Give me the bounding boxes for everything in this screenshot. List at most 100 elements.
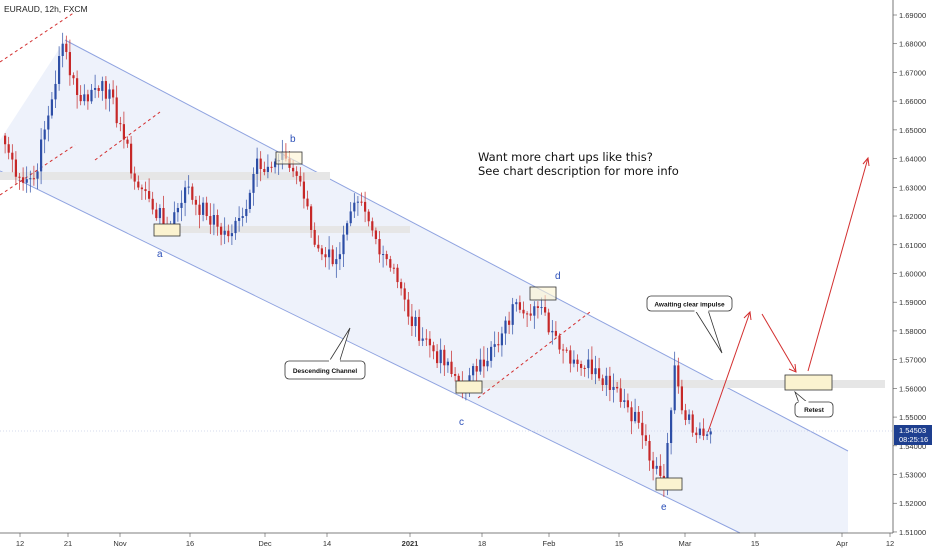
candle-down xyxy=(598,368,601,379)
candle-down xyxy=(659,465,662,476)
price-tick-label: 1.61000 xyxy=(899,241,926,250)
candle-down xyxy=(11,152,14,160)
symbol-title: EURAUD, 12h, FXCM xyxy=(4,4,88,14)
price-tick-label: 1.69000 xyxy=(899,11,926,20)
candle-up xyxy=(54,83,57,100)
candle-down xyxy=(220,226,223,235)
current-price-countdown: 08:25:16 xyxy=(899,435,928,444)
candle-down xyxy=(79,94,82,102)
candle-up xyxy=(230,233,233,237)
candle-up xyxy=(594,368,597,375)
candle-up xyxy=(256,158,259,174)
candle-up xyxy=(176,207,179,213)
candle-down xyxy=(410,316,413,327)
price-tick-label: 1.52000 xyxy=(899,499,926,508)
time-axis: 12 21 Nov 16 Dec 14 2021 18 Feb 15 Mar 15 Apr 12 xyxy=(16,533,894,548)
candle-up xyxy=(274,161,277,168)
candle-up xyxy=(688,414,691,420)
candle-up xyxy=(108,89,111,99)
candle-up xyxy=(338,254,341,260)
candle-up xyxy=(349,211,352,224)
candle-up xyxy=(50,99,53,116)
candle-down xyxy=(677,365,680,387)
candle-down xyxy=(317,244,320,249)
candle-up xyxy=(493,344,496,347)
candle-up xyxy=(479,359,482,372)
channel-fill xyxy=(0,40,848,533)
red-dashed-line-3 xyxy=(94,111,161,161)
price-axis: 1.69000 1.68000 1.67000 1.66000 1.65000 1.640… xyxy=(893,11,926,537)
candle-up xyxy=(472,366,475,376)
candle-down xyxy=(695,432,698,436)
candle-down xyxy=(389,259,392,268)
candle-down xyxy=(18,176,21,178)
candle-down xyxy=(115,97,118,124)
callout-awaiting-impulse-text: Awaiting clear impulse xyxy=(654,302,725,309)
time-tick-label: 12 xyxy=(886,539,894,548)
candle-down xyxy=(360,201,363,203)
candle-up xyxy=(40,139,43,172)
candle-down xyxy=(565,349,568,351)
candle-down xyxy=(148,191,151,199)
candle-down xyxy=(641,422,644,436)
candle-down xyxy=(270,166,273,168)
candle-down xyxy=(526,313,529,315)
candle-up xyxy=(490,346,493,361)
candle-up xyxy=(266,166,269,173)
candle-up xyxy=(572,359,575,364)
candle-down xyxy=(295,171,298,176)
candle-down xyxy=(68,52,71,76)
candle-up xyxy=(43,129,46,140)
candle-down xyxy=(65,43,68,53)
promo-line-2: See chart description for more info xyxy=(478,164,679,178)
zone-c xyxy=(455,380,885,388)
candle-up xyxy=(587,359,590,369)
current-price-tag: 1.54503 08:25:16 xyxy=(894,425,932,445)
wave-label-a: a xyxy=(157,249,163,260)
candle-down xyxy=(86,94,89,102)
candle-down xyxy=(619,388,622,402)
candle-down xyxy=(112,89,115,98)
projection-arrowheads xyxy=(743,156,870,373)
callout-awaiting-impulse: Awaiting clear impulse xyxy=(646,295,733,354)
candle-down xyxy=(637,411,640,423)
price-tick-label: 1.58000 xyxy=(899,327,926,336)
time-tick-label: 18 xyxy=(478,539,486,548)
candle-down xyxy=(569,350,572,364)
candle-up xyxy=(180,202,183,208)
candle-up xyxy=(439,349,442,364)
price-tick-label: 1.57000 xyxy=(899,356,926,365)
candle-up xyxy=(47,115,50,130)
candle-up xyxy=(666,443,669,487)
candle-down xyxy=(475,366,478,372)
candle-down xyxy=(97,88,100,91)
candle-up xyxy=(511,304,514,325)
time-tick-label: 12 xyxy=(16,539,24,548)
candle-down xyxy=(392,267,395,269)
candle-down xyxy=(72,75,75,79)
candle-down xyxy=(400,282,403,289)
candle-down xyxy=(151,198,154,210)
candle-down xyxy=(374,230,377,240)
candle-up xyxy=(252,173,255,193)
candle-down xyxy=(608,375,611,390)
candle-down xyxy=(436,351,439,364)
candle-down xyxy=(626,400,629,408)
candle-up xyxy=(533,306,536,316)
candle-down xyxy=(454,374,457,376)
candle-down xyxy=(76,78,79,95)
candle-down xyxy=(425,338,428,340)
time-tick-label: Feb xyxy=(543,539,556,548)
candle-down xyxy=(576,359,579,364)
candle-up xyxy=(515,302,518,305)
time-tick-label: 15 xyxy=(751,539,759,548)
candle-down xyxy=(457,375,460,382)
price-tick-label: 1.67000 xyxy=(899,68,926,77)
candle-down xyxy=(518,302,521,310)
price-tick-label: 1.60000 xyxy=(899,269,926,278)
candle-up xyxy=(61,43,64,57)
candle-down xyxy=(554,330,557,336)
candle-down xyxy=(130,143,133,174)
candle-up xyxy=(382,254,385,256)
candle-up xyxy=(241,216,244,218)
